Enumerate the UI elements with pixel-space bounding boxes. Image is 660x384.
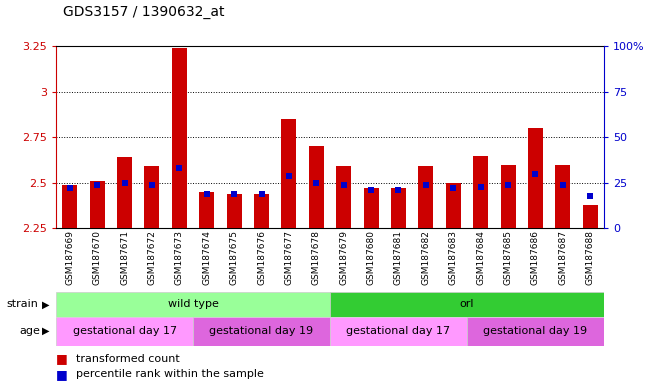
Bar (56, 317, 193, 346)
Point (366, 187, 376, 193)
Text: gestational day 17: gestational day 17 (73, 326, 177, 336)
Text: transformed count: transformed count (76, 354, 180, 364)
Point (174, 165, 185, 171)
Point (475, 184, 486, 190)
Bar (117, 157, 132, 228)
Point (256, 191, 267, 197)
Bar (145, 167, 160, 228)
Point (530, 171, 541, 177)
Text: ■: ■ (56, 353, 68, 366)
Bar (330, 317, 467, 346)
Point (229, 191, 240, 197)
Bar (281, 119, 296, 228)
Point (311, 180, 321, 186)
Text: gestational day 19: gestational day 19 (483, 326, 587, 336)
Point (420, 182, 431, 188)
Text: gestational day 19: gestational day 19 (209, 326, 314, 336)
Bar (391, 188, 406, 228)
Text: age: age (20, 326, 41, 336)
Text: gestational day 17: gestational day 17 (346, 326, 451, 336)
Bar (528, 128, 543, 228)
Bar (467, 317, 604, 346)
Bar (500, 165, 515, 228)
Text: ▶: ▶ (42, 299, 49, 310)
Point (92, 182, 102, 188)
Text: ■: ■ (56, 368, 68, 381)
Point (284, 172, 294, 179)
Point (448, 185, 459, 191)
Point (393, 187, 404, 193)
Text: strain: strain (7, 299, 38, 310)
Bar (330, 292, 604, 317)
Text: percentile rank within the sample: percentile rank within the sample (76, 369, 264, 379)
Bar (254, 194, 269, 228)
Bar (90, 181, 105, 228)
Bar (172, 48, 187, 228)
Bar (473, 156, 488, 228)
Bar (583, 205, 598, 228)
Text: GDS3157 / 1390632_at: GDS3157 / 1390632_at (63, 5, 224, 19)
Bar (418, 167, 434, 228)
Bar (62, 185, 77, 228)
Point (585, 193, 595, 199)
Point (503, 182, 513, 188)
Bar (56, 292, 330, 317)
Point (558, 182, 568, 188)
Point (339, 182, 349, 188)
Bar (193, 317, 330, 346)
Text: orl: orl (460, 299, 474, 310)
Point (119, 180, 130, 186)
Bar (336, 167, 351, 228)
Bar (226, 194, 242, 228)
Bar (555, 165, 570, 228)
Point (65, 185, 75, 191)
Bar (364, 188, 379, 228)
Point (147, 182, 157, 188)
Bar (199, 192, 214, 228)
Bar (309, 146, 324, 228)
Text: wild type: wild type (168, 299, 218, 310)
Point (201, 191, 212, 197)
Bar (446, 183, 461, 228)
Text: ▶: ▶ (42, 326, 49, 336)
